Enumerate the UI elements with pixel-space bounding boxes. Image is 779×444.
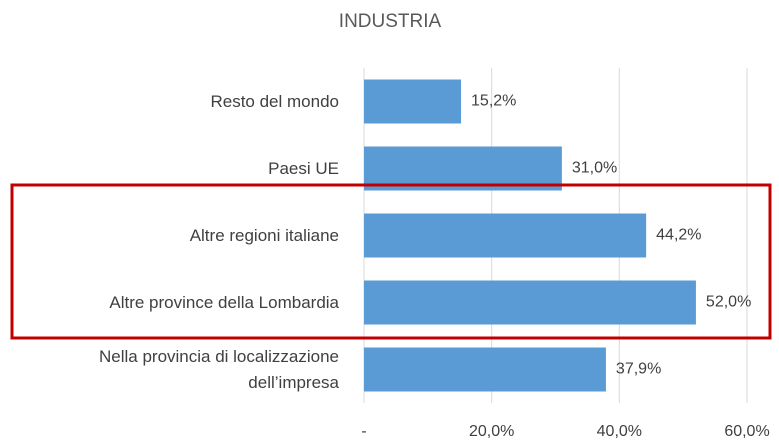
bar (364, 79, 462, 124)
data-label: 15,2% (471, 93, 516, 110)
bar (364, 280, 696, 325)
data-label: 52,0% (706, 294, 751, 311)
x-tick-label: - (361, 423, 366, 440)
category-label: Resto del mondo (210, 91, 339, 111)
bar (364, 347, 606, 392)
chart-title: INDUSTRIA (339, 11, 442, 32)
data-label: 44,2% (656, 227, 701, 244)
category-label: Paesi UE (268, 158, 339, 178)
x-tick-label: 40,0% (597, 423, 642, 440)
category-label: Nella provincia di localizzazione dell’i… (98, 346, 339, 392)
data-label: 37,9% (616, 361, 661, 378)
highlight-box (10, 183, 772, 340)
data-label: 31,0% (572, 160, 617, 177)
category-label: Altre regioni italiane (189, 225, 339, 245)
bar (364, 146, 562, 191)
x-tick-label: 20,0% (469, 423, 514, 440)
category-label: Altre province della Lombardia (109, 292, 339, 312)
bar (364, 213, 647, 258)
x-tick-label: 60,0% (724, 423, 769, 440)
